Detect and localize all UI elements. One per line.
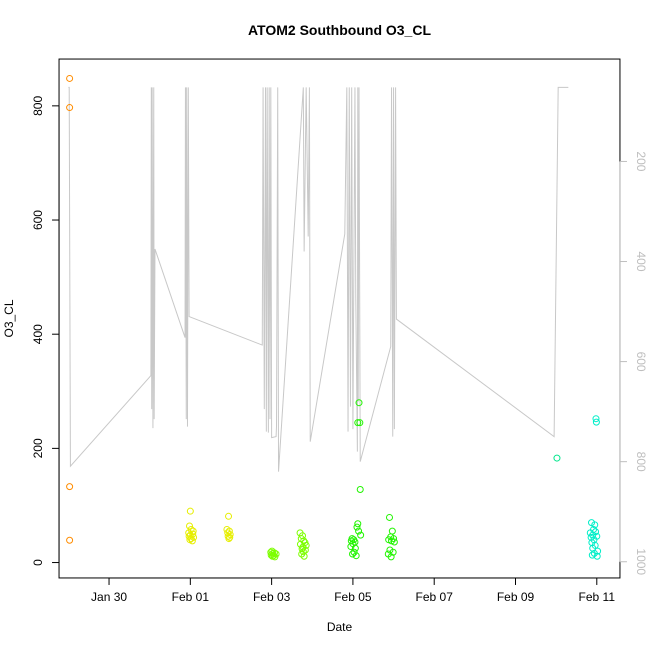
data-point <box>386 513 393 521</box>
line-series-layer <box>68 86 569 472</box>
y-tick-label: 200 <box>31 438 45 458</box>
y2-axis: 200 400 600 800 1000 <box>619 151 648 575</box>
data-point <box>356 419 364 427</box>
data-point <box>298 550 306 558</box>
data-point <box>226 531 234 539</box>
x-tick-label: Feb 05 <box>334 590 372 604</box>
data-point <box>354 520 362 528</box>
data-point <box>347 543 355 551</box>
data-point <box>66 104 74 112</box>
x-tick-label: Feb 11 <box>579 590 616 604</box>
data-point <box>592 415 600 423</box>
data-point <box>225 535 233 543</box>
data-point <box>186 507 194 515</box>
data-point <box>185 532 193 540</box>
data-point <box>553 454 561 462</box>
x-tick-label: Feb 01 <box>172 590 210 604</box>
x-axis: Jan 30 Feb 01 Feb 03 Feb 05 Feb 07 Feb 09 Feb … <box>91 577 616 604</box>
data-point <box>355 527 363 535</box>
y-tick-label: 400 <box>31 324 45 344</box>
y-axis-label: O3_CL <box>2 299 16 337</box>
data-point <box>357 531 365 539</box>
chart-title: ATOM2 Southbound O3_CL <box>248 22 431 38</box>
data-point <box>354 419 362 427</box>
x-tick-label: Feb 03 <box>253 590 291 604</box>
data-point <box>356 485 364 493</box>
data-point <box>593 552 601 560</box>
data-point <box>390 538 398 546</box>
data-point <box>186 522 194 530</box>
y2-tick-label: 1000 <box>634 548 648 575</box>
y-tick-label: 0 <box>31 559 45 566</box>
data-point <box>588 551 596 559</box>
data-point <box>592 418 600 426</box>
data-point <box>66 74 74 82</box>
data-point <box>387 553 395 561</box>
data-point <box>353 523 361 531</box>
data-point <box>591 521 599 529</box>
y-axis: 0 200 400 600 800 <box>31 96 60 566</box>
data-point <box>390 535 398 543</box>
y-tick-label: 600 <box>31 210 45 230</box>
grey-line-series <box>68 86 569 472</box>
data-point <box>352 552 360 560</box>
data-point <box>300 552 308 560</box>
data-point <box>349 550 357 558</box>
x-tick-label: Feb 09 <box>497 590 535 604</box>
data-point <box>226 533 234 541</box>
x-tick-label: Jan 30 <box>91 590 127 604</box>
y2-tick-label: 200 <box>634 151 648 171</box>
data-point <box>66 483 74 491</box>
data-point <box>271 553 279 561</box>
data-point <box>355 399 363 407</box>
data-point <box>66 536 74 544</box>
x-tick-label: Feb 07 <box>416 590 454 604</box>
data-point <box>225 512 233 520</box>
y2-tick-label: 800 <box>634 452 648 472</box>
data-point <box>188 537 196 545</box>
x-axis-label: Date <box>327 620 353 634</box>
data-point <box>389 548 397 556</box>
point-series-layer <box>66 74 602 561</box>
data-point <box>350 548 358 556</box>
y2-tick-label: 400 <box>634 252 648 272</box>
y-tick-label: 800 <box>31 96 45 116</box>
data-point <box>351 544 359 552</box>
y2-tick-label: 600 <box>634 352 648 372</box>
